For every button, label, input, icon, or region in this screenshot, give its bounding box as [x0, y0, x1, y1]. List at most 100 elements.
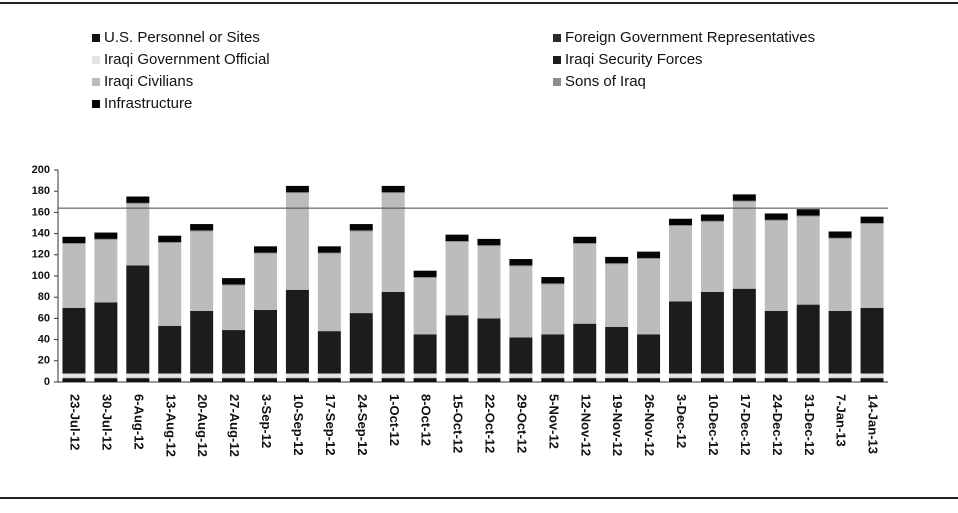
bar-segment: [541, 373, 565, 378]
bar-segment: [126, 203, 150, 266]
bar-segment: [637, 257, 661, 260]
x-tick-label: 3-Dec-12: [674, 394, 689, 448]
x-tick-label: 17-Sep-12: [323, 394, 338, 455]
bar-segment: [860, 216, 884, 223]
bar-segment: [94, 377, 118, 379]
bar-segment: [190, 378, 214, 382]
bar-segment: [62, 377, 86, 379]
legend-label: Foreign Government Representatives: [565, 29, 815, 46]
legend-label: Iraqi Government Official: [104, 51, 270, 68]
bar-segment: [605, 256, 629, 264]
legend-swatch: [553, 34, 561, 42]
x-tick-label: 10-Dec-12: [706, 394, 721, 455]
y-tick-label: 80: [38, 291, 50, 303]
bar-segment: [349, 231, 373, 314]
bar-segment: [381, 192, 405, 194]
bar-segment: [285, 377, 309, 379]
bar-segment: [413, 378, 437, 382]
bar-segment: [317, 252, 341, 254]
bar-segment: [158, 235, 182, 243]
bar-segment: [254, 373, 277, 378]
bar-segment: [637, 373, 661, 378]
bar-segment: [541, 377, 565, 379]
legend-swatch: [92, 56, 100, 64]
bar-segment: [190, 231, 214, 311]
bar-segment: [445, 378, 469, 382]
bar-segment: [158, 377, 182, 379]
bar-segment: [541, 277, 565, 284]
bar-segment: [62, 244, 86, 308]
bar-segment: [94, 238, 118, 240]
x-tick-label: 3-Sep-12: [259, 394, 274, 448]
bar-segment: [764, 378, 788, 382]
bar-segment: [669, 218, 692, 226]
x-tick-label: 23-Jul-12: [68, 394, 83, 450]
bar-segment: [637, 377, 661, 379]
legend-swatch: [92, 34, 100, 42]
bar-segment: [732, 378, 756, 382]
x-tick-label: 17-Dec-12: [738, 394, 753, 455]
bar-segment: [222, 373, 246, 378]
bar-segment: [669, 225, 692, 227]
bar-segment: [285, 378, 309, 382]
bar-segment: [126, 378, 150, 382]
bar-segment: [413, 377, 437, 379]
x-tick-label: 15-Oct-12: [451, 394, 466, 453]
bar-segment: [477, 373, 501, 378]
x-tick-label: 6-Aug-12: [131, 394, 146, 450]
x-tick-label: 20-Aug-12: [195, 394, 210, 457]
bar-segment: [860, 224, 884, 308]
bar-segment: [254, 246, 277, 253]
y-tick-label: 180: [32, 185, 50, 197]
x-tick-label: 8-Oct-12: [419, 394, 434, 446]
bar-segment: [190, 230, 214, 232]
bar-segment: [764, 220, 788, 311]
x-tick-label: 24-Sep-12: [355, 394, 370, 455]
legend-label: Iraqi Security Forces: [565, 51, 703, 68]
bar-segment: [764, 219, 788, 221]
bar-segment: [669, 377, 692, 379]
bar-segment: [349, 313, 373, 374]
bar-segment: [317, 246, 341, 253]
bar-segment: [126, 377, 150, 379]
bar-segment: [732, 377, 756, 379]
bar-segment: [222, 378, 246, 382]
bar-segment: [381, 378, 405, 382]
legend-swatch: [553, 78, 561, 86]
y-tick-label: 20: [38, 355, 50, 367]
bar-segment: [637, 378, 661, 382]
bar-segment: [669, 226, 692, 302]
bar-segment: [732, 373, 756, 378]
bar-segment: [573, 373, 597, 378]
bar-segment: [509, 378, 533, 382]
bar-segment: [732, 194, 756, 201]
bar-segment: [126, 265, 150, 374]
bar-segment: [605, 326, 629, 374]
bar-segment: [62, 378, 86, 382]
bar-segment: [573, 243, 597, 245]
bar-segment: [349, 224, 373, 231]
bar-segment: [732, 200, 756, 202]
bar-segment: [254, 377, 277, 379]
legend-swatch: [92, 78, 100, 86]
bar-segment: [764, 377, 788, 379]
bar-segment: [158, 243, 182, 326]
bar-segment: [860, 373, 884, 378]
bar-segment: [764, 213, 788, 220]
x-tick-label: 26-Nov-12: [642, 394, 657, 456]
bar-segment: [477, 245, 501, 247]
bar-segment: [349, 378, 373, 382]
bar-segment: [637, 251, 661, 258]
bar-segment: [254, 252, 277, 254]
bar-segment: [700, 378, 724, 382]
legend-label: Infrastructure: [104, 95, 192, 112]
bar-segment: [445, 377, 469, 379]
bar-segment: [637, 334, 661, 374]
bar-segment: [541, 284, 565, 335]
bar-segment: [605, 263, 629, 265]
bar-segment: [190, 224, 214, 231]
bar-segment: [94, 373, 118, 378]
bar-segment: [509, 259, 533, 266]
bar-segment: [285, 185, 309, 193]
